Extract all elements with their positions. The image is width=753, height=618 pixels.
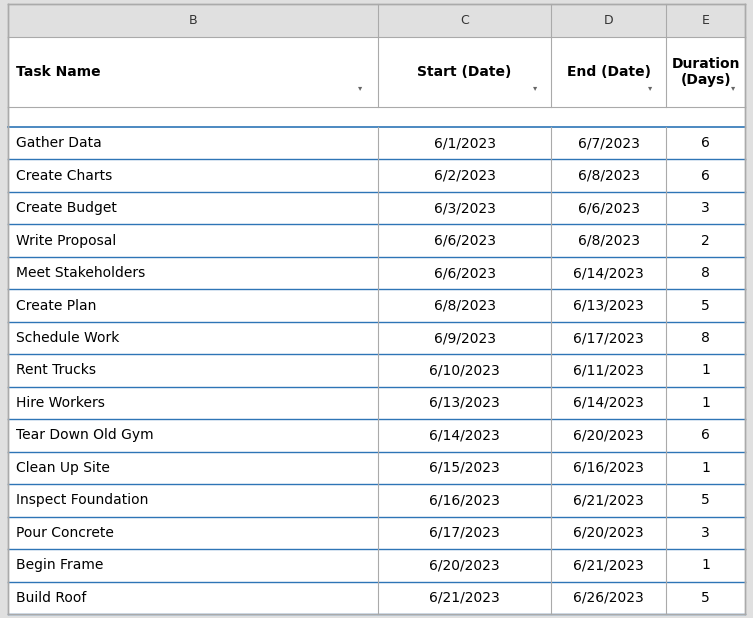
Text: 8: 8 <box>701 331 710 345</box>
Bar <box>8 192 745 224</box>
Bar <box>8 517 745 549</box>
Bar <box>8 322 745 354</box>
Text: ▾: ▾ <box>358 83 362 92</box>
Text: Tear Down Old Gym: Tear Down Old Gym <box>16 428 154 442</box>
Text: 6/14/2023: 6/14/2023 <box>573 396 644 410</box>
Bar <box>8 4 745 37</box>
Bar <box>8 107 745 127</box>
Bar <box>8 419 745 452</box>
Text: Create Plan: Create Plan <box>16 298 96 313</box>
Text: 2: 2 <box>701 234 710 248</box>
Text: 1: 1 <box>701 461 710 475</box>
Text: 6/13/2023: 6/13/2023 <box>573 298 644 313</box>
Text: Schedule Work: Schedule Work <box>16 331 120 345</box>
Text: Create Budget: Create Budget <box>16 201 117 215</box>
Text: 6/9/2023: 6/9/2023 <box>434 331 495 345</box>
Text: B: B <box>189 14 197 27</box>
Text: 6/14/2023: 6/14/2023 <box>573 266 644 280</box>
Text: Task Name: Task Name <box>16 65 101 79</box>
Text: Gather Data: Gather Data <box>16 136 102 150</box>
Text: 6/17/2023: 6/17/2023 <box>573 331 644 345</box>
Text: 6: 6 <box>701 136 710 150</box>
Text: Clean Up Site: Clean Up Site <box>16 461 110 475</box>
Text: Rent Trucks: Rent Trucks <box>16 363 96 378</box>
Bar <box>8 224 745 257</box>
Text: 6: 6 <box>701 428 710 442</box>
Text: 6/15/2023: 6/15/2023 <box>429 461 500 475</box>
Text: 6/8/2023: 6/8/2023 <box>434 298 495 313</box>
Bar <box>8 549 745 582</box>
Text: 1: 1 <box>701 363 710 378</box>
Bar <box>8 127 745 159</box>
Text: 3: 3 <box>701 201 710 215</box>
Text: 8: 8 <box>701 266 710 280</box>
Text: E: E <box>702 14 709 27</box>
Text: 5: 5 <box>701 591 710 605</box>
Text: 1: 1 <box>701 558 710 572</box>
Bar <box>8 387 745 419</box>
Text: 6/11/2023: 6/11/2023 <box>573 363 644 378</box>
Text: 6/2/2023: 6/2/2023 <box>434 169 495 183</box>
Text: 6/1/2023: 6/1/2023 <box>434 136 495 150</box>
Text: ▾: ▾ <box>648 83 652 92</box>
Text: 6/26/2023: 6/26/2023 <box>573 591 644 605</box>
Text: 6/21/2023: 6/21/2023 <box>429 591 500 605</box>
Text: End (Date): End (Date) <box>567 65 651 79</box>
Text: 6/21/2023: 6/21/2023 <box>573 558 644 572</box>
Text: ▾: ▾ <box>533 83 538 92</box>
Text: Build Roof: Build Roof <box>16 591 87 605</box>
Bar <box>8 257 745 289</box>
Text: 1: 1 <box>701 396 710 410</box>
Bar <box>8 452 745 484</box>
Text: 6/20/2023: 6/20/2023 <box>429 558 500 572</box>
Text: 6/17/2023: 6/17/2023 <box>429 526 500 540</box>
Text: 6/21/2023: 6/21/2023 <box>573 493 644 507</box>
Text: 6/6/2023: 6/6/2023 <box>434 234 495 248</box>
Text: 3: 3 <box>701 526 710 540</box>
Text: 6/14/2023: 6/14/2023 <box>429 428 500 442</box>
Text: 6/20/2023: 6/20/2023 <box>573 526 644 540</box>
Bar <box>8 582 745 614</box>
Text: ▾: ▾ <box>731 83 735 92</box>
Bar <box>8 289 745 322</box>
Text: Inspect Foundation: Inspect Foundation <box>16 493 148 507</box>
Text: 6/13/2023: 6/13/2023 <box>429 396 500 410</box>
Text: Meet Stakeholders: Meet Stakeholders <box>16 266 145 280</box>
Bar <box>8 159 745 192</box>
Text: Pour Concrete: Pour Concrete <box>16 526 114 540</box>
Text: 6/3/2023: 6/3/2023 <box>434 201 495 215</box>
Text: Start (Date): Start (Date) <box>417 65 512 79</box>
Text: Write Proposal: Write Proposal <box>16 234 116 248</box>
Text: 6: 6 <box>701 169 710 183</box>
Text: 6/16/2023: 6/16/2023 <box>429 493 500 507</box>
Text: 6/8/2023: 6/8/2023 <box>578 169 639 183</box>
Text: Create Charts: Create Charts <box>16 169 112 183</box>
Text: 6/6/2023: 6/6/2023 <box>578 201 639 215</box>
Text: 6/6/2023: 6/6/2023 <box>434 266 495 280</box>
Bar <box>8 484 745 517</box>
Text: 6/8/2023: 6/8/2023 <box>578 234 639 248</box>
Bar <box>8 354 745 387</box>
Text: 6/10/2023: 6/10/2023 <box>429 363 500 378</box>
Text: 5: 5 <box>701 298 710 313</box>
Bar <box>8 37 745 107</box>
Text: Duration
(Days): Duration (Days) <box>672 57 739 87</box>
Text: 6/7/2023: 6/7/2023 <box>578 136 639 150</box>
Text: Begin Frame: Begin Frame <box>16 558 103 572</box>
Text: D: D <box>604 14 614 27</box>
Text: 6/20/2023: 6/20/2023 <box>573 428 644 442</box>
Text: C: C <box>460 14 469 27</box>
Text: 6/16/2023: 6/16/2023 <box>573 461 644 475</box>
Text: 5: 5 <box>701 493 710 507</box>
Text: Hire Workers: Hire Workers <box>16 396 105 410</box>
